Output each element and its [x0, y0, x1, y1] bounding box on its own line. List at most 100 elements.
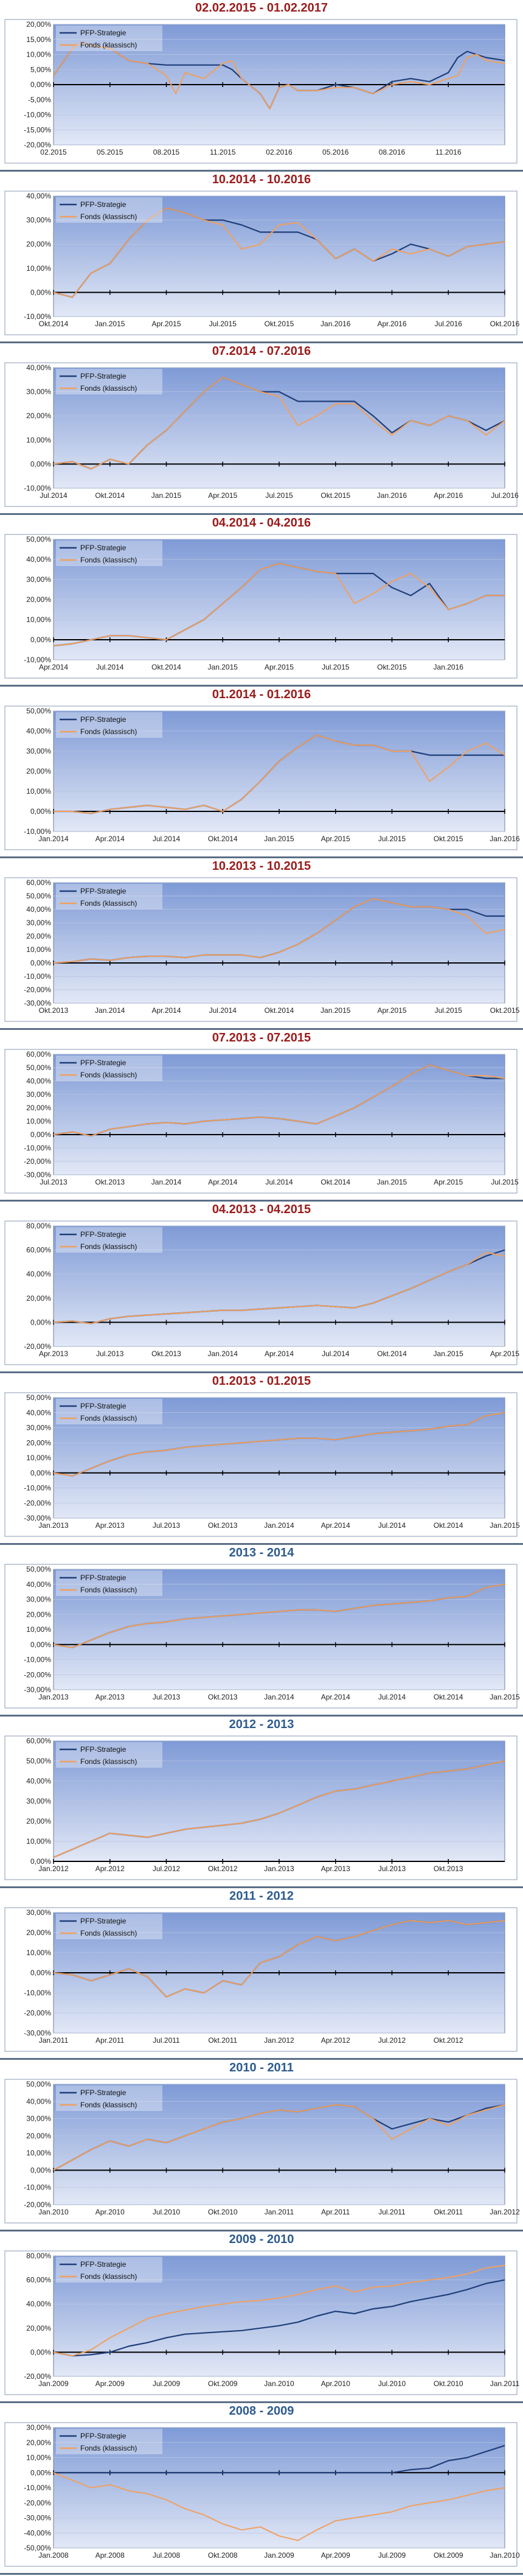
- x-tick-label: Apr.2015: [434, 1178, 463, 1186]
- legend-label: PFP-Strategie: [80, 2432, 126, 2440]
- chart-panel: 02.02.2015 - 01.02.2017 20,00% 15,00% 10,00…: [0, 0, 523, 172]
- chart-title: 10.2013 - 10.2015: [212, 859, 311, 873]
- chart-title: 2011 - 2012: [229, 1889, 294, 1903]
- legend-box: [56, 1227, 162, 1253]
- y-tick-label: 50,00%: [26, 1565, 51, 1573]
- y-tick-label: 50,00%: [26, 707, 51, 715]
- y-tick-label: 10,00%: [26, 945, 51, 954]
- y-tick-label: -10,00%: [24, 1484, 51, 1493]
- panel-separator: [0, 1543, 523, 1545]
- chart-title: 04.2013 - 04.2015: [212, 1203, 311, 1216]
- legend-label: Fonds (klassisch): [80, 41, 137, 49]
- legend-label: PFP-Strategie: [80, 2088, 126, 2097]
- chart-title: 2013 - 2014: [229, 1546, 294, 1559]
- x-tick-label: Jul.2016: [435, 320, 463, 328]
- x-tick-label: Okt.2011: [434, 2208, 463, 2216]
- legend-box: [56, 369, 162, 394]
- panel-separator: [0, 1886, 523, 1888]
- x-tick-label: Jul.2014: [96, 663, 124, 671]
- x-tick-label: Apr.2011: [95, 2036, 124, 2045]
- legend-label: PFP-Strategie: [80, 1573, 126, 1582]
- y-tick-label: -10,00%: [24, 1989, 51, 1997]
- x-tick-label: Okt.2014: [377, 1349, 407, 1358]
- x-tick-label: Jul.2014: [378, 1521, 406, 1530]
- y-tick-label: 50,00%: [26, 1393, 51, 1402]
- series-line: [54, 734, 505, 814]
- y-tick-label: -20,00%: [24, 985, 51, 994]
- series-line: [53, 898, 505, 964]
- chart-panel: 2009 - 2010 80,00% 60,00% 40,00% 20,00% 0,00%…: [0, 2231, 523, 2403]
- y-tick-label: 40,00%: [26, 1777, 51, 1785]
- x-tick-label: Okt.2015: [434, 835, 463, 843]
- x-tick-label: Okt.2013: [39, 1006, 69, 1015]
- y-tick-label: -15,00%: [24, 125, 51, 134]
- x-tick-label: Apr.2010: [321, 2379, 350, 2388]
- x-tick-label: Apr.2014: [151, 1006, 181, 1015]
- y-tick-label: 0,00%: [30, 460, 51, 468]
- y-tick-label: -10,00%: [24, 2183, 51, 2192]
- series-line: [53, 1064, 505, 1137]
- y-tick-label: 30,00%: [26, 1908, 51, 1917]
- x-tick-label: Jul.2012: [378, 2036, 406, 2045]
- legend-label: PFP-Strategie: [80, 887, 126, 895]
- legend-box: [56, 1914, 162, 1939]
- chart-svg: 50,00% 40,00% 30,00% 20,00% 10,00% 0,00% -10,0…: [4, 2079, 520, 2224]
- chart-title: 01.2013 - 01.2015: [212, 1374, 311, 1388]
- legend-box: [56, 2085, 162, 2111]
- legend-label: PFP-Strategie: [80, 1917, 126, 1925]
- x-tick-label: Okt.2010: [434, 2379, 463, 2388]
- x-tick-label: Okt.2015: [320, 491, 350, 500]
- y-tick-label: 30,00%: [26, 919, 51, 927]
- x-tick-label: Jan.2016: [434, 663, 464, 671]
- y-tick-label: 10,00%: [26, 51, 51, 59]
- x-tick-label: Jan.2009: [38, 2379, 69, 2388]
- chart-panel: 07.2014 - 07.2016 40,00% 30,00% 20,00% 10,00…: [0, 343, 523, 515]
- panel-separator: [0, 1200, 523, 1202]
- x-tick-label: Jul.2013: [153, 1521, 181, 1530]
- y-tick-label: 20,00%: [26, 1817, 51, 1825]
- chart-panel: 2011 - 2012 30,00% 20,00% 10,00% 0,00% -10,00…: [0, 1888, 523, 2060]
- y-tick-label: 0,00%: [30, 635, 51, 644]
- x-tick-label: Okt.2014: [151, 663, 181, 671]
- y-tick-label: -30,00%: [24, 1514, 51, 1522]
- x-tick-label: Apr.2015: [208, 491, 237, 500]
- x-tick-label: Jan.2012: [490, 2208, 520, 2216]
- x-tick-label: Okt.2015: [265, 320, 294, 328]
- y-tick-label: 0,00%: [30, 288, 51, 296]
- chart-svg: 50,00% 40,00% 30,00% 20,00% 10,00% 0,00% -10,0…: [4, 705, 520, 850]
- y-tick-label: -40,00%: [24, 2529, 51, 2537]
- x-tick-label: Okt.2014: [39, 320, 69, 328]
- x-tick-label: Jul.2014: [153, 835, 181, 843]
- y-tick-label: 60,00%: [26, 2276, 51, 2284]
- y-tick-label: -20,00%: [24, 2200, 51, 2209]
- x-tick-label: Jul.2014: [40, 491, 68, 500]
- y-tick-label: -10,00%: [24, 312, 51, 321]
- y-tick-label: 30,00%: [26, 575, 51, 584]
- panel-separator: [0, 1715, 523, 1717]
- x-tick-label: Jan.2014: [264, 1521, 294, 1530]
- x-tick-label: Jan.2011: [265, 2208, 294, 2216]
- series-line: [53, 2104, 505, 2171]
- legend-label: Fonds (klassisch): [80, 1242, 137, 1251]
- x-tick-label: Apr.2014: [95, 835, 125, 843]
- x-tick-label: 08.2016: [379, 148, 406, 156]
- legend-label: PFP-Strategie: [80, 715, 126, 724]
- y-tick-label: 40,00%: [26, 2300, 51, 2308]
- x-tick-label: Jan.2015: [151, 491, 182, 500]
- y-tick-label: 40,00%: [26, 1270, 51, 1278]
- series-line: [53, 562, 505, 646]
- x-tick-label: Jan.2015: [320, 1006, 351, 1015]
- panel-separator: [0, 170, 523, 172]
- legend-label: Fonds (klassisch): [80, 212, 137, 221]
- legend-label: Fonds (klassisch): [80, 2444, 137, 2452]
- y-tick-label: 40,00%: [26, 192, 51, 200]
- y-tick-label: -20,00%: [24, 1499, 51, 1507]
- y-tick-label: 20,00%: [26, 20, 51, 29]
- y-tick-label: 0,00%: [30, 2468, 51, 2477]
- y-tick-label: 10,00%: [26, 1837, 51, 1846]
- y-tick-label: 40,00%: [26, 2097, 51, 2105]
- chart-svg: 20,00% 15,00% 10,00% 5,00% 0,00% -5,00% -10,00…: [4, 19, 518, 164]
- y-tick-label: 30,00%: [26, 747, 51, 755]
- x-tick-label: Apr.2013: [321, 1864, 350, 1873]
- chart-svg: 60,00% 50,00% 40,00% 30,00% 20,00% 10,00% 0,00…: [4, 877, 520, 1022]
